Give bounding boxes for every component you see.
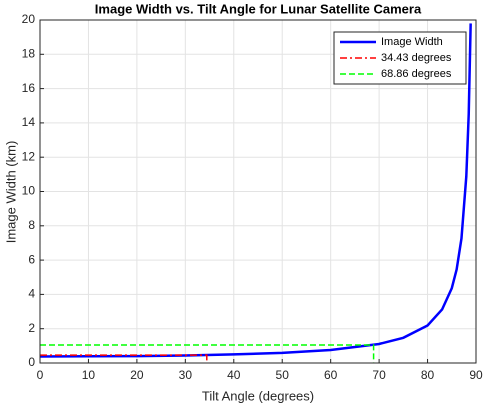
y-tick-label: 8 — [28, 218, 35, 232]
legend-label: 68.86 degrees — [381, 68, 452, 80]
x-axis-label: Tilt Angle (degrees) — [202, 388, 314, 403]
y-tick-label: 6 — [28, 252, 35, 266]
series-line — [40, 344, 375, 363]
legend-label: Image Width — [381, 36, 443, 48]
series-line — [39, 23, 472, 358]
x-tick-label: 70 — [372, 368, 386, 382]
x-tick-label: 80 — [421, 368, 435, 382]
y-tick-label: 0 — [28, 355, 35, 369]
x-tick-label: 30 — [179, 368, 193, 382]
x-tick-label: 20 — [130, 368, 144, 382]
x-tick-label: 60 — [324, 368, 338, 382]
x-tick-label: 40 — [227, 368, 241, 382]
legend-label: 34.43 degrees — [381, 52, 452, 64]
x-tick-label: 50 — [276, 368, 290, 382]
x-tick-label: 10 — [82, 368, 96, 382]
y-tick-label: 12 — [22, 149, 36, 163]
series-line — [40, 354, 208, 363]
y-tick-label: 14 — [22, 115, 36, 129]
plot-frame — [39, 19, 477, 364]
y-tick-label: 20 — [22, 12, 36, 26]
y-tick-label: 16 — [22, 81, 36, 95]
x-tick-label: 90 — [469, 368, 483, 382]
y-tick-label: 10 — [22, 184, 36, 198]
y-tick-label: 2 — [28, 321, 35, 335]
y-axis-label: Image Width (km) — [3, 141, 18, 244]
y-tick-label: 18 — [22, 46, 36, 60]
x-tick-label: 0 — [37, 368, 44, 382]
y-tick-label: 4 — [28, 287, 35, 301]
chart-title: Image Width vs. Tilt Angle for Lunar Sat… — [95, 1, 422, 16]
